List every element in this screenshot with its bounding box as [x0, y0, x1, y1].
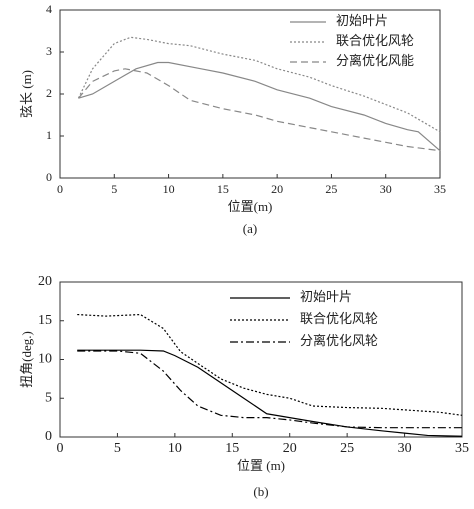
y-tick-label: 1	[46, 128, 52, 142]
series-line	[77, 349, 463, 437]
x-tick-label: 30	[398, 441, 412, 456]
x-tick-label: 25	[340, 441, 354, 456]
series-line	[78, 61, 441, 152]
y-tick-label: 20	[38, 274, 52, 289]
caption: (b)	[253, 484, 268, 499]
y-tick-label: 3	[46, 44, 52, 58]
x-tick-label: 30	[380, 182, 392, 196]
x-tick-label: 25	[325, 182, 337, 196]
legend-label: 分离优化风轮	[300, 333, 378, 348]
series-line	[77, 350, 462, 429]
legend-label: 分离优化风能	[336, 53, 414, 68]
y-tick-label: 2	[46, 86, 52, 100]
x-tick-label: 15	[225, 441, 239, 456]
x-tick-label: 15	[217, 182, 229, 196]
series-line	[77, 68, 441, 152]
x-tick-label: 0	[57, 182, 63, 196]
x-tick-label: 5	[114, 441, 121, 456]
x-tick-label: 10	[163, 182, 175, 196]
x-axis-label: 位置(m)	[228, 199, 273, 214]
y-tick-label: 0	[45, 429, 52, 444]
x-tick-label: 0	[57, 441, 64, 456]
y-axis-label: 扭角(deg.)	[19, 331, 34, 388]
y-axis-label: 弦长 (m)	[19, 70, 34, 118]
y-tick-label: 4	[46, 2, 52, 16]
x-axis-label: 位置 (m)	[237, 458, 285, 473]
y-tick-label: 10	[38, 352, 52, 367]
legend-label: 初始叶片	[336, 13, 388, 28]
y-tick-label: 15	[38, 313, 52, 328]
x-tick-label: 35	[455, 441, 469, 456]
x-tick-label: 35	[434, 182, 446, 196]
legend-label: 联合优化风轮	[300, 311, 378, 326]
y-tick-label: 0	[46, 170, 52, 184]
x-tick-label: 20	[283, 441, 297, 456]
x-tick-label: 5	[111, 182, 117, 196]
y-tick-label: 5	[45, 390, 52, 405]
series-line	[77, 36, 441, 133]
plot-frame	[59, 281, 463, 438]
caption: (a)	[243, 221, 257, 236]
legend-label: 初始叶片	[300, 289, 352, 304]
x-tick-label: 10	[168, 441, 182, 456]
legend-label: 联合优化风轮	[336, 33, 414, 48]
x-tick-label: 20	[271, 182, 283, 196]
series-line	[77, 313, 463, 416]
